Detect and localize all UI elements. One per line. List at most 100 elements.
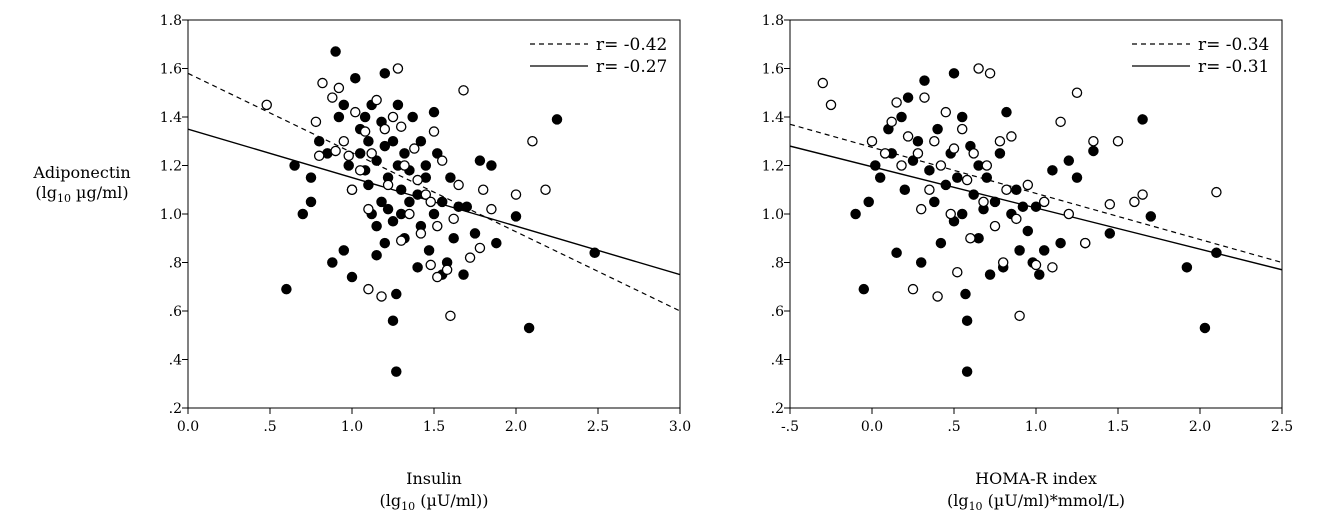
x-tick-label: -.5 [781, 419, 799, 435]
y-tick-label: 1.8 [160, 13, 182, 29]
data-point-open [327, 92, 338, 103]
data-point-filled [436, 196, 448, 208]
data-point-filled [379, 237, 391, 249]
data-point-open [445, 310, 456, 322]
y-tick-label: 1.8 [762, 13, 784, 29]
data-point-filled [924, 165, 935, 176]
data-point-filled [363, 179, 374, 191]
x-tick-label: 2.5 [1271, 419, 1293, 435]
data-point-open [436, 155, 448, 166]
data-point-open [420, 189, 432, 200]
data-point-filled [874, 172, 886, 183]
y-tick-label: 1.0 [762, 207, 784, 223]
regression-lines [790, 123, 1282, 271]
data-point-filled [404, 196, 415, 208]
data-point-filled [391, 366, 402, 377]
data-point-open [948, 143, 960, 154]
data-point-open [929, 135, 940, 147]
data-point-filled [902, 92, 914, 103]
x-tick-label: 1.5 [423, 419, 445, 435]
data-point-filled [960, 288, 971, 300]
data-point-open [354, 165, 366, 176]
data-point-filled [1038, 245, 1050, 256]
data-point-open [346, 184, 358, 195]
data-point-filled [863, 196, 874, 208]
data-point-open [350, 106, 361, 118]
regression-line-dashed [790, 123, 1282, 264]
data-point-open [1088, 135, 1099, 147]
y-tick-label: 1.2 [160, 159, 182, 175]
y-tick-label: 1.6 [160, 62, 182, 78]
x-tick-label: 3.0 [669, 419, 691, 435]
data-point-filled [486, 160, 497, 171]
data-point-filled [420, 160, 432, 171]
data-point-open [1063, 208, 1075, 220]
data-point-filled [510, 211, 522, 222]
data-point-open [956, 123, 968, 135]
y-axis-label: Adiponectin (lg10 µg/ml) [32, 163, 130, 205]
data-point-filled [915, 257, 927, 268]
y-tick-label: .4 [169, 353, 182, 369]
legend-label: r= -0.42 [596, 35, 667, 55]
data-point-open [527, 135, 538, 147]
data-point-filled [387, 216, 399, 227]
data-point-filled [891, 247, 902, 259]
x-tick-label: 1.5 [1107, 419, 1129, 435]
data-point-filled [1055, 237, 1066, 249]
data-point-open [997, 257, 1009, 268]
x-axis-label: Insulin (lg10 (µU/ml)) [380, 469, 489, 513]
data-point-open [994, 135, 1006, 147]
data-point-filled [423, 245, 435, 256]
legend: r= -0.34r= -0.31 [1132, 35, 1269, 77]
data-point-open [952, 266, 963, 278]
data-point-filled [343, 160, 354, 171]
data-point-open [376, 291, 387, 302]
plot-frame [789, 19, 1283, 409]
data-point-open [1038, 196, 1050, 208]
data-point-filled [407, 111, 418, 123]
regression-line-dashed [188, 72, 680, 312]
data-point-filled [850, 208, 861, 220]
data-point-open [317, 77, 328, 89]
data-point-filled [399, 148, 410, 159]
data-point-filled [313, 135, 325, 147]
y-tick-label: 1.0 [160, 207, 182, 223]
data-point-open [932, 291, 943, 302]
data-point-filled [956, 208, 968, 220]
data-point-filled [952, 172, 963, 183]
data-point-filled [961, 366, 973, 377]
data-point-open [919, 92, 930, 103]
x-tick-label: 0.0 [177, 419, 199, 435]
data-point-filled [1145, 211, 1157, 222]
data-point-filled [395, 184, 407, 195]
data-point-filled [961, 315, 973, 326]
legend-label: r= -0.27 [596, 57, 667, 77]
data-point-filled [1001, 106, 1012, 118]
data-point-open [540, 184, 551, 195]
data-point-filled [379, 140, 391, 152]
data-point-filled [1211, 247, 1222, 259]
data-point-filled [289, 160, 300, 171]
data-point-open [915, 203, 927, 215]
data-point-open [486, 203, 497, 215]
data-point-open [333, 82, 345, 94]
data-point-open [961, 174, 973, 186]
data-point-open [891, 97, 902, 108]
data-point-open [441, 264, 453, 276]
data-point-open [363, 283, 374, 295]
data-point-filled [445, 172, 456, 183]
y-tick-label: .6 [771, 304, 784, 320]
data-point-open [912, 148, 924, 159]
data-point-filled [912, 135, 924, 147]
data-point-open [1137, 189, 1148, 200]
data-point-filled [387, 135, 399, 147]
x-axis-label-line1: HOMA-R index [975, 469, 1097, 488]
data-point-open [395, 121, 407, 132]
x-tick-label: .5 [263, 419, 276, 435]
data-point-filled [461, 201, 473, 212]
data-point-filled [469, 228, 481, 239]
data-point-filled [415, 135, 427, 147]
data-point-open [399, 160, 410, 171]
data-point-open [379, 123, 391, 135]
